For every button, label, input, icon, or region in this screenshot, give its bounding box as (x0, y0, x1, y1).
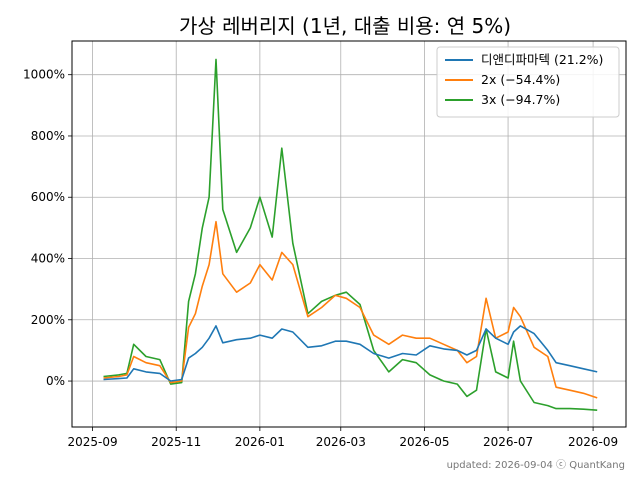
y-tick-label: 600% (31, 190, 65, 204)
x-tick-label: 2026-05 (399, 435, 449, 449)
y-tick-label: 0% (46, 374, 65, 388)
legend-label-2x: 2x (−54.4%) (481, 72, 560, 87)
y-tick-label: 200% (31, 313, 65, 327)
grid (72, 41, 626, 427)
x-tick-label: 2026-01 (235, 435, 285, 449)
plot-frame (71, 40, 627, 428)
x-axis-ticks: 2025-09 2025-11 2026-01 2026-03 2026-05 2026-… (67, 427, 618, 449)
legend-label-3x: 3x (−94.7%) (481, 92, 560, 107)
series-line-0 (103, 325, 598, 382)
chart-title: 가상 레버리지 (1년, 대출 비용: 연 5%) (179, 14, 511, 38)
legend-label-stock: 디앤디파마텍 (21.2%) (481, 52, 603, 67)
y-tick-label: 1000% (23, 68, 65, 82)
footer-credit: updated: 2026-09-04 ⓒ QuantKang (447, 459, 625, 471)
y-tick-label: 400% (31, 252, 65, 266)
legend-box (436, 46, 620, 118)
x-tick-label: 2026-09 (568, 435, 618, 449)
x-tick-label: 2026-07 (483, 435, 533, 449)
x-tick-label: 2025-09 (67, 435, 117, 449)
x-tick-label: 2025-11 (151, 435, 201, 449)
series-line-1 (103, 220, 598, 399)
x-tick-label: 2026-03 (316, 435, 366, 449)
series-lines (103, 58, 598, 411)
y-axis-ticks: 0% 200% 400% 600% 800% 1000% (23, 68, 72, 388)
legend: 디앤디파마텍 (21.2%) 2x (−54.4%) 3x (−94.7%) (436, 46, 620, 118)
y-tick-label: 800% (31, 129, 65, 143)
